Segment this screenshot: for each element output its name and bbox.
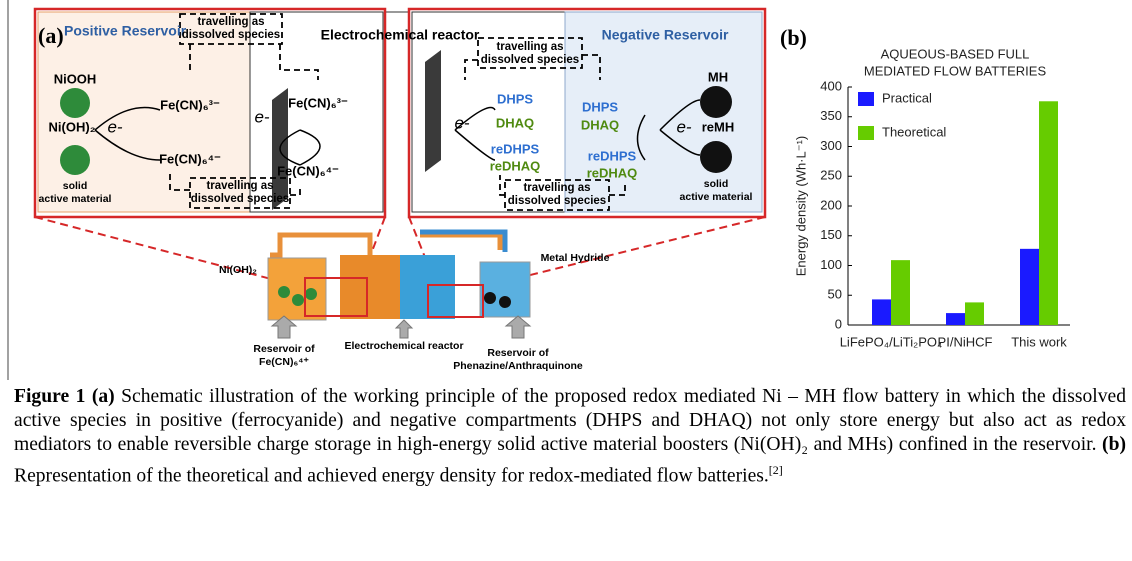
legend-label: Practical	[882, 90, 932, 105]
diagram-label: reDHAQ	[587, 165, 638, 180]
diagram-label: reDHPS	[491, 141, 540, 156]
diagram-label: (a)	[38, 23, 64, 48]
y-tick-label: 150	[820, 227, 842, 242]
diagram-label: Fe(CN)₆³⁻	[288, 95, 348, 110]
caption-text: Schematic illustration of the working pr…	[14, 386, 1126, 455]
caption: Figure 1 (a) Schematic illustration of t…	[14, 385, 1126, 488]
diagram-label: Fe(CN)₆⁴⁺	[259, 356, 309, 368]
sphere	[60, 145, 90, 175]
figure: (a)Positive Reservoir Electrochemical rea…	[0, 0, 1132, 380]
y-tick-label: 300	[820, 138, 842, 153]
diagram-label: Negative Reservoir	[602, 27, 729, 43]
diagram-label: solid	[704, 178, 729, 190]
bar	[1020, 249, 1039, 325]
diagram-label: Metal Hydride	[541, 252, 610, 264]
reservoir	[480, 262, 530, 317]
sphere	[60, 88, 90, 118]
diagram-label: dissolved species	[508, 195, 606, 207]
chart-title: MEDIATED FLOW BATTERIES	[864, 63, 1047, 78]
diagram-label: DHPS	[497, 91, 533, 106]
bar	[891, 260, 910, 325]
y-tick-label: 250	[820, 168, 842, 183]
diagram-label: travelling as	[496, 41, 563, 53]
y-tick-label: 400	[820, 78, 842, 93]
diagram-label: travelling as	[197, 16, 264, 28]
y-axis-label: Energy density (Wh·L⁻¹)	[793, 136, 808, 277]
diagram-label: Phenazine/Anthraquinone	[453, 360, 583, 372]
diagram-label: dissolved species	[191, 193, 289, 205]
bar	[1039, 101, 1058, 325]
diagram-label: reMH	[702, 119, 735, 134]
caption-part-label: (a)	[92, 386, 115, 407]
diagram-label: Ni(OH)₂	[49, 119, 96, 134]
diagram-label: Reservoir of	[253, 343, 315, 355]
sphere	[292, 294, 304, 306]
x-tick-label: LiFePO₄/LiTi₂PO₄	[840, 334, 943, 349]
bar	[965, 302, 984, 325]
pipe	[270, 235, 500, 255]
diagram-label: reDHAQ	[490, 158, 541, 173]
y-tick-label: 0	[835, 316, 842, 331]
diagram-label: travelling as	[523, 182, 590, 194]
sphere	[499, 296, 511, 308]
y-tick-label: 350	[820, 108, 842, 123]
sphere	[484, 292, 496, 304]
bar	[872, 299, 891, 325]
diagram-label: Fe(CN)₆⁴⁻	[277, 163, 339, 178]
diagram-label: MH	[708, 69, 728, 84]
legend-label: Theoretical	[882, 124, 946, 139]
sphere	[305, 288, 317, 300]
diagram-label: Electrochemical reactor	[344, 340, 463, 352]
legend-swatch	[858, 92, 874, 106]
panel-label: (b)	[780, 25, 807, 50]
caption-part-label: (b)	[1102, 434, 1126, 455]
reactor-half	[340, 255, 400, 319]
sphere	[700, 141, 732, 173]
diagram-label: Electrochemical reactor	[321, 27, 480, 43]
diagram-label: dissolved species	[182, 29, 280, 41]
y-tick-label: 200	[820, 197, 842, 212]
diagram-label: Positive Reservoir	[64, 23, 187, 39]
diagram-label: e-	[107, 117, 122, 136]
y-tick-label: 50	[828, 287, 842, 302]
diagram-label: travelling as	[206, 180, 273, 192]
diagram-label: e-	[676, 117, 691, 136]
y-tick-label: 100	[820, 257, 842, 272]
x-tick-label: PI/NiHCF	[938, 334, 993, 349]
reference: [2]	[769, 463, 783, 477]
reservoir	[268, 258, 326, 320]
page: {"panel_a":{"label":"(a)","positive_rese…	[0, 0, 1132, 561]
diagram-label: Fe(CN)₆³⁻	[160, 97, 220, 112]
bar	[946, 313, 965, 325]
diagram-label: solid	[63, 180, 88, 192]
diagram-label: e-	[454, 113, 469, 132]
diagram-label: dissolved species	[481, 54, 579, 66]
diagram-label: Ni(OH)₂	[219, 264, 257, 276]
legend-swatch	[858, 126, 874, 140]
sphere	[700, 86, 732, 118]
sphere	[278, 286, 290, 298]
diagram-label: NiOOH	[54, 71, 97, 86]
diagram-label: DHPS	[582, 99, 618, 114]
diagram-label: active material	[39, 193, 112, 205]
chart-title: AQUEOUS-BASED FULL	[881, 46, 1030, 61]
diagram-label: DHAQ	[496, 115, 534, 130]
electrode	[425, 50, 441, 172]
diagram-label: Reservoir of	[487, 347, 549, 359]
diagram-label: reDHPS	[588, 148, 637, 163]
caption-text: Representation of the theoretical and ac…	[14, 465, 769, 486]
caption-label: Figure 1	[14, 386, 85, 407]
diagram-label: e-	[254, 107, 269, 126]
x-tick-label: This work	[1011, 334, 1067, 349]
diagram-label: DHAQ	[581, 117, 619, 132]
diagram-label: active material	[680, 191, 753, 203]
diagram-label: Fe(CN)₆⁴⁻	[159, 151, 221, 166]
